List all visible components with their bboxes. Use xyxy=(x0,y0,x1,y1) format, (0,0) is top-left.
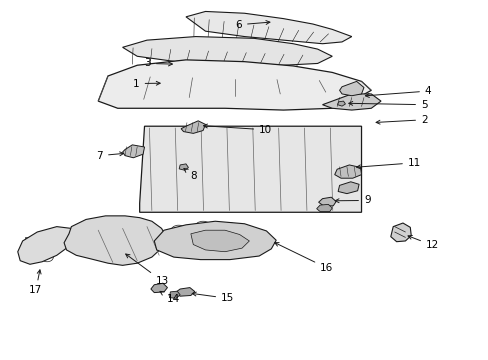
Polygon shape xyxy=(390,223,410,242)
Polygon shape xyxy=(98,60,370,110)
Polygon shape xyxy=(151,283,167,293)
Text: 12: 12 xyxy=(407,235,438,250)
Text: 4: 4 xyxy=(365,86,430,98)
Polygon shape xyxy=(64,216,166,265)
Polygon shape xyxy=(175,288,194,296)
Text: 8: 8 xyxy=(183,168,196,181)
Bar xyxy=(30,248,41,255)
Polygon shape xyxy=(179,164,188,170)
Polygon shape xyxy=(334,165,361,178)
Text: 10: 10 xyxy=(203,124,272,135)
Polygon shape xyxy=(181,121,205,134)
Polygon shape xyxy=(172,60,182,67)
Polygon shape xyxy=(18,226,74,264)
Text: 15: 15 xyxy=(192,292,234,303)
Text: 3: 3 xyxy=(144,58,172,68)
Bar xyxy=(25,237,38,245)
Text: 9: 9 xyxy=(334,195,370,206)
Polygon shape xyxy=(316,204,331,212)
Bar xyxy=(37,234,47,241)
Polygon shape xyxy=(122,145,144,158)
Bar xyxy=(44,242,54,250)
Polygon shape xyxy=(190,230,249,252)
Polygon shape xyxy=(154,221,276,260)
Text: 1: 1 xyxy=(133,78,160,89)
Polygon shape xyxy=(169,291,180,298)
Polygon shape xyxy=(337,182,358,194)
Polygon shape xyxy=(122,37,331,65)
Polygon shape xyxy=(140,126,361,212)
Text: 14: 14 xyxy=(160,291,180,305)
Text: 7: 7 xyxy=(96,150,123,161)
Polygon shape xyxy=(337,101,345,106)
Text: 11: 11 xyxy=(356,158,420,169)
Polygon shape xyxy=(185,12,351,44)
Text: 13: 13 xyxy=(125,254,169,286)
Polygon shape xyxy=(318,197,335,206)
Text: 6: 6 xyxy=(235,20,269,30)
Text: 2: 2 xyxy=(375,115,427,125)
Text: 5: 5 xyxy=(348,100,427,110)
Text: 17: 17 xyxy=(29,270,42,296)
Polygon shape xyxy=(339,81,363,96)
Polygon shape xyxy=(322,94,380,110)
Polygon shape xyxy=(159,72,195,89)
Text: 16: 16 xyxy=(274,243,333,273)
